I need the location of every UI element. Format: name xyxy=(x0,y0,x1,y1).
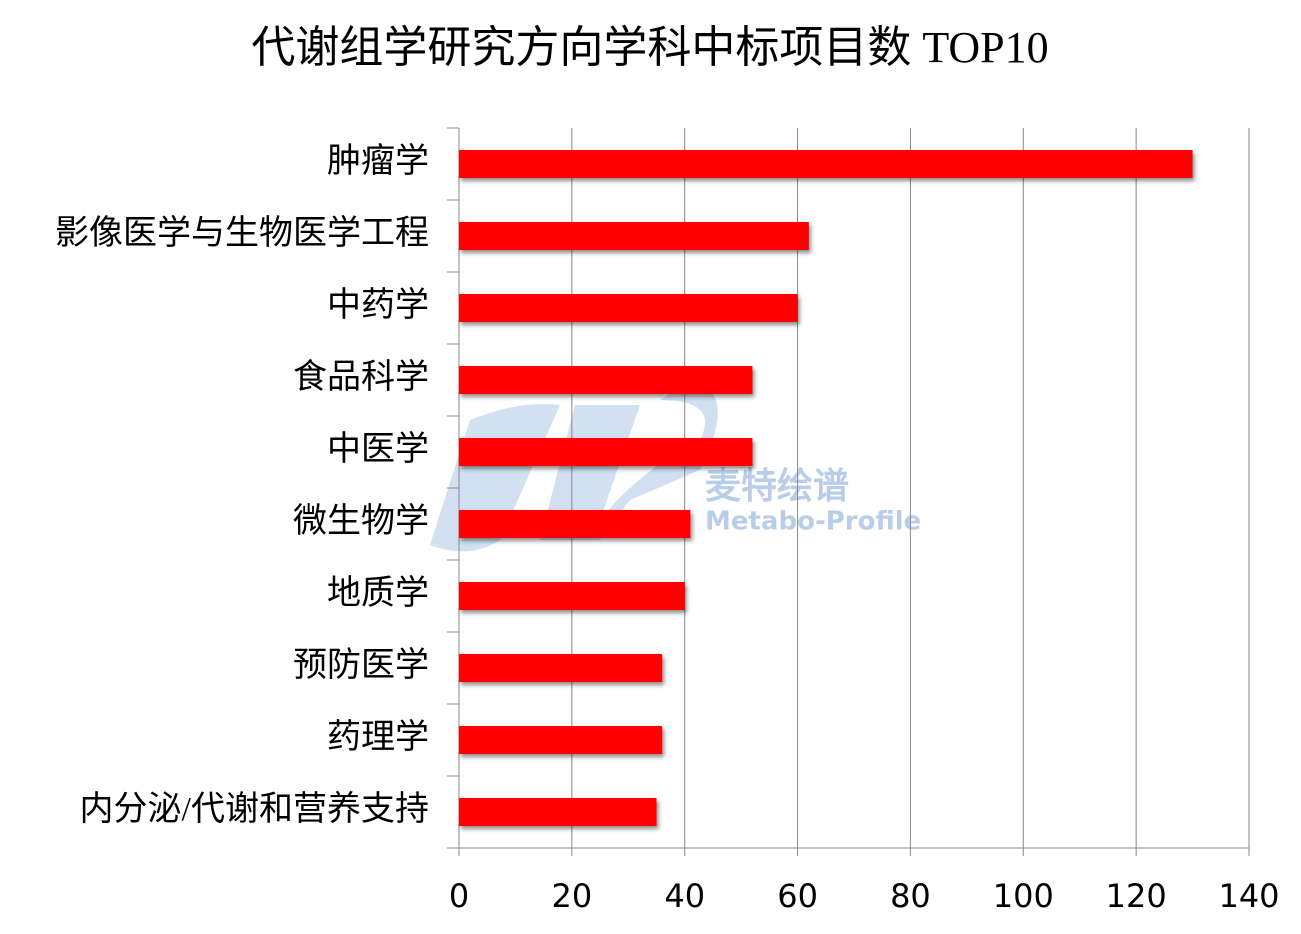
watermark-text: Metabo-Profile xyxy=(705,507,921,537)
chart-title: 代谢组学研究方向学科中标项目数 TOP10 xyxy=(251,23,1048,72)
bar xyxy=(459,438,753,466)
x-tick-label: 80 xyxy=(890,877,931,915)
y-tick-label: 微生物学 xyxy=(293,502,429,540)
y-tick-label: 预防医学 xyxy=(293,646,429,684)
y-tick-label: 肿瘤学 xyxy=(327,142,429,180)
x-tick-label: 120 xyxy=(1106,877,1167,915)
bar xyxy=(459,222,809,250)
bar xyxy=(459,798,657,826)
x-tick-label: 20 xyxy=(551,877,592,915)
bar xyxy=(459,510,691,538)
x-tick-label: 0 xyxy=(449,877,469,915)
y-tick-label: 地质学 xyxy=(327,574,429,612)
bar xyxy=(459,654,663,682)
y-tick-label: 食品科学 xyxy=(293,358,429,396)
x-tick-label: 140 xyxy=(1218,877,1279,915)
y-tick-label: 中药学 xyxy=(327,286,429,324)
y-tick-label: 中医学 xyxy=(327,430,429,468)
watermark-text: 麦特绘谱 xyxy=(705,466,849,507)
bar xyxy=(459,726,663,754)
bar xyxy=(459,366,753,394)
bar xyxy=(459,150,1193,178)
y-tick-label: 影像医学与生物医学工程 xyxy=(55,214,429,252)
bar xyxy=(459,582,685,610)
bar xyxy=(459,294,798,322)
x-tick-label: 40 xyxy=(664,877,705,915)
y-tick-label: 内分泌/代谢和营养支持 xyxy=(80,790,429,828)
x-tick-label: 100 xyxy=(993,877,1054,915)
x-tick-label: 60 xyxy=(777,877,818,915)
y-tick-label: 药理学 xyxy=(327,718,429,756)
